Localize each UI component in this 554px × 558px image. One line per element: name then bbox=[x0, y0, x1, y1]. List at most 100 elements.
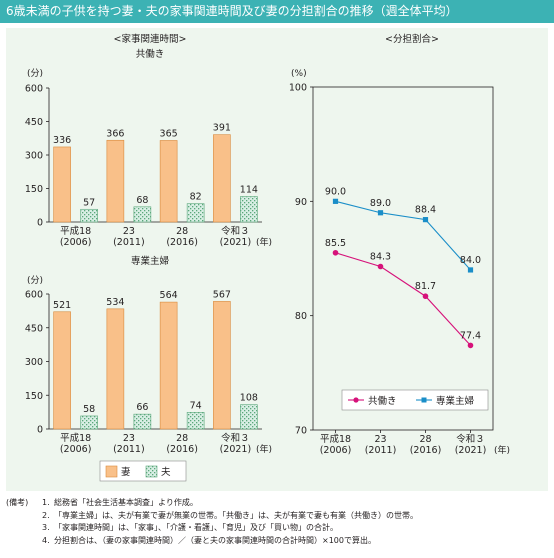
x-tick-label: 28 bbox=[419, 434, 431, 445]
bar-value-label: 58 bbox=[83, 404, 95, 415]
bar-value-label: 521 bbox=[53, 300, 71, 311]
x-tick-label: (2006) bbox=[60, 444, 92, 455]
wife-bar bbox=[213, 301, 231, 430]
y-tick-label: 80 bbox=[295, 311, 307, 322]
bar-value-label: 534 bbox=[106, 297, 124, 308]
data-label: 88.4 bbox=[415, 205, 436, 216]
data-label: 85.5 bbox=[325, 238, 346, 249]
legend-label: 夫 bbox=[161, 466, 171, 478]
section-title: <分担割合> bbox=[385, 33, 439, 45]
x-tick-label: 平成18 bbox=[60, 225, 91, 237]
note-row-3: 3. 「家事関連時間」は、「家事」、「介護・看護」、「育児」及び「買い物」の合計… bbox=[6, 522, 554, 535]
y-tick-label: 90 bbox=[295, 197, 307, 208]
x-tick-label: (2016) bbox=[166, 444, 198, 455]
x-tick-label: 23 bbox=[123, 433, 135, 444]
legend-marker bbox=[421, 397, 427, 403]
data-label: 90.0 bbox=[325, 186, 346, 197]
data-point bbox=[467, 267, 474, 273]
note-row-2: 2. 「専業主婦」は、夫が有業で妻が無業の世帯。「共働き」は、夫が有業で妻も有業… bbox=[6, 510, 554, 523]
notes: (備考) 1. 総務省「社会生活基本調査」より作成。 2. 「専業主婦」は、夫が… bbox=[6, 497, 554, 547]
plot-frame bbox=[312, 86, 494, 431]
bar-legend-box bbox=[99, 460, 187, 482]
data-label: 84.3 bbox=[370, 252, 391, 263]
x-tick-label: 令和３ bbox=[221, 225, 250, 237]
wife-bar bbox=[106, 308, 125, 430]
y-tick-label: 0 bbox=[37, 218, 43, 229]
data-point bbox=[377, 210, 384, 216]
note-row-1: (備考) 1. 総務省「社会生活基本調査」より作成。 bbox=[6, 497, 554, 510]
husband-bar bbox=[240, 196, 258, 223]
note-text: 総務省「社会生活基本調査」より作成。 bbox=[54, 498, 198, 507]
series-line bbox=[335, 200, 471, 271]
data-point bbox=[332, 249, 339, 256]
x-tick-label: (2021) bbox=[455, 445, 487, 456]
bar-value-label: 365 bbox=[160, 128, 178, 139]
y-tick-label: 150 bbox=[25, 391, 43, 402]
data-label: 77.4 bbox=[460, 330, 481, 341]
wife-bar bbox=[159, 140, 178, 223]
chart-panel: <家事関連時間> 共働き (分) 0 150 300 450 600 336 57 平成18 (200… bbox=[6, 28, 548, 491]
note-number: 3. bbox=[42, 523, 50, 532]
y-tick-label: 450 bbox=[25, 117, 43, 128]
y-unit-label: (%) bbox=[291, 69, 307, 79]
note-number: 4. bbox=[42, 535, 50, 545]
data-point bbox=[377, 263, 384, 270]
x-tick-label: (2011) bbox=[113, 237, 145, 248]
series-line bbox=[335, 252, 471, 346]
legend-label: 専業主婦 bbox=[436, 395, 474, 407]
bar-value-label: 564 bbox=[160, 290, 178, 301]
legend-label: 共働き bbox=[368, 395, 397, 407]
bar-chart-title: 専業主婦 bbox=[131, 255, 169, 267]
husband-bar bbox=[133, 206, 152, 223]
chart-svg: <家事関連時間>共働き(分)015030045060033657平成18(200… bbox=[25, 33, 510, 482]
y-tick-label: 70 bbox=[295, 426, 307, 437]
wife-bar bbox=[53, 311, 71, 430]
data-label: 84.0 bbox=[460, 255, 481, 266]
x-tick-label: (2021) bbox=[220, 444, 252, 455]
bar-value-label: 74 bbox=[190, 400, 202, 411]
x-tick-label: (2016) bbox=[166, 237, 198, 248]
x-tick-label: 平成18 bbox=[320, 433, 351, 445]
section-title: <家事関連時間> bbox=[114, 33, 187, 45]
x-tick-label: 23 bbox=[374, 434, 386, 445]
data-point bbox=[332, 198, 339, 204]
notes-label: (備考) bbox=[6, 498, 29, 507]
bar-value-label: 567 bbox=[213, 289, 231, 300]
data-point bbox=[422, 293, 429, 300]
x-tick-label: (2011) bbox=[365, 445, 397, 456]
x-tick-label: (2016) bbox=[410, 445, 442, 456]
y-unit-label: (分) bbox=[27, 68, 43, 79]
x-tick-label: 28 bbox=[176, 226, 188, 237]
legend-swatch bbox=[105, 465, 118, 478]
y-tick-label: 600 bbox=[25, 290, 43, 301]
x-tick-label: 令和３ bbox=[456, 433, 485, 445]
data-label: 81.7 bbox=[415, 281, 436, 292]
bar-value-label: 68 bbox=[136, 195, 148, 206]
bar-value-label: 108 bbox=[240, 393, 258, 404]
wife-bar bbox=[159, 301, 178, 430]
note-text: 分担割合は、（妻の家事関連時間）／（妻と夫の家事関連時間の合計時間）×100で算… bbox=[54, 535, 376, 545]
note-text: 「専業主婦」は、夫が有業で妻が無業の世帯。「共働き」は、夫が有業で妻も有業（共働… bbox=[54, 510, 418, 520]
husband-bar bbox=[240, 404, 258, 430]
legend-swatch bbox=[145, 465, 158, 478]
y-tick-label: 300 bbox=[25, 357, 43, 368]
bar-value-label: 114 bbox=[240, 185, 258, 196]
bar-value-label: 366 bbox=[106, 128, 124, 139]
data-label: 89.0 bbox=[370, 198, 391, 209]
legend-label: 妻 bbox=[121, 466, 131, 478]
bar-value-label: 82 bbox=[190, 192, 202, 203]
y-tick-label: 300 bbox=[25, 151, 43, 162]
x-unit-label: (年) bbox=[256, 236, 272, 248]
bar-value-label: 391 bbox=[213, 123, 231, 134]
x-tick-label: 平成18 bbox=[60, 432, 91, 444]
wife-bar bbox=[106, 139, 125, 223]
x-tick-label: 令和３ bbox=[221, 432, 250, 444]
data-point bbox=[422, 217, 429, 223]
y-tick-label: 100 bbox=[289, 83, 307, 94]
y-unit-label: (分) bbox=[27, 275, 43, 286]
legend-marker bbox=[353, 397, 359, 403]
page-title: 6歳未満の子供を持つ妻・夫の家事関連時間及び妻の分担割合の推移（週全体平均） bbox=[0, 0, 554, 23]
wife-bar bbox=[53, 146, 71, 223]
husband-bar bbox=[133, 413, 152, 430]
y-tick-label: 450 bbox=[25, 323, 43, 334]
